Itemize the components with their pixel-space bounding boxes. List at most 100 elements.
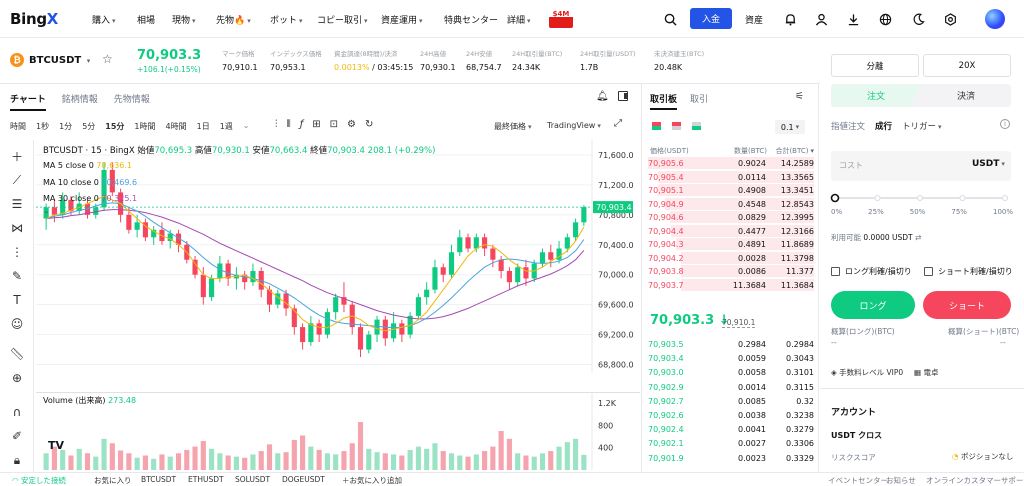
tab-futures-info[interactable]: 先物情報 <box>113 95 150 105</box>
add-favorite-button[interactable]: ＋お気に入り追加 <box>342 475 402 486</box>
bid-row[interactable]: 70,903.4 0.0059 0.3043 <box>648 352 814 365</box>
symbol-selector[interactable]: BTCUSDT ▾ <box>29 55 90 66</box>
event-center-link[interactable]: イベントセンター <box>828 476 888 485</box>
settings-hex-icon[interactable] <box>942 11 958 27</box>
settings-icon[interactable]: ⚙ <box>347 119 356 130</box>
timeframe-more-chevron-icon[interactable]: ⌄ <box>242 121 250 130</box>
fullscreen-icon[interactable]: ⤢ <box>614 118 622 129</box>
fav-pair-sol[interactable]: SOLUSDT <box>235 475 271 484</box>
nav-futures[interactable]: 先物🔥 ▾ <box>216 13 251 26</box>
nav-copy-trading[interactable]: コピー取引 ▾ <box>317 13 368 26</box>
nav-earn[interactable]: 資産運用 ▾ <box>381 13 423 26</box>
ask-row[interactable]: 70,905.1 0.4908 13.3451 <box>648 184 814 197</box>
candlestick-chart[interactable]: 71,600.0 71,200.0 70,800.0 70,400.0 70,000.0… <box>36 140 640 372</box>
timeframe-1w[interactable]: 1週 <box>219 122 233 131</box>
bid-row[interactable]: 70,903.5 0.2984 0.2984 <box>648 338 814 351</box>
margin-mode-button[interactable]: 分離 <box>831 54 919 77</box>
favorite-star-icon[interactable]: ☆ <box>102 52 113 66</box>
fav-pair-btc[interactable]: BTCUSDT <box>141 475 177 484</box>
nav-more[interactable]: 詳細 ▾ <box>507 13 531 26</box>
fee-level-link[interactable]: ◈ 手数料レベル VIP0 <box>831 367 903 378</box>
view-bids-icon[interactable] <box>672 122 681 130</box>
bell-icon[interactable] <box>782 11 798 27</box>
long-tpsl-checkbox[interactable]: ロング利確/損切り <box>831 266 912 277</box>
crosshair-icon[interactable]: ＋ <box>10 149 23 164</box>
nav-rewards[interactable]: 特典センター <box>444 13 498 26</box>
nav-markets[interactable]: 相場 <box>137 13 155 26</box>
ask-row[interactable]: 70,905.4 0.0114 13.3565 <box>648 171 814 184</box>
moon-icon[interactable] <box>910 11 926 27</box>
avatar[interactable] <box>985 9 1005 29</box>
reset-icon[interactable]: ↻ <box>364 119 374 130</box>
bid-row[interactable]: 70,901.9 0.0023 0.3329 <box>648 452 814 465</box>
tab-trades[interactable]: 取引 <box>690 95 709 105</box>
ask-row[interactable]: 70,904.4 0.4477 12.3166 <box>648 225 814 238</box>
bid-row[interactable]: 70,902.9 0.0014 0.3115 <box>648 381 814 394</box>
view-asks-icon[interactable] <box>692 122 701 130</box>
screenshot-icon[interactable]: ⊡ <box>329 119 339 130</box>
nav-bot[interactable]: ボット ▾ <box>270 13 303 26</box>
depth-select[interactable]: 0.1 ▾ <box>775 120 805 134</box>
currency-select[interactable]: USDT ▾ <box>972 159 1005 169</box>
transfer-icon[interactable]: ⇄ <box>915 233 922 242</box>
bid-row[interactable]: 70,903.0 0.0058 0.3101 <box>648 366 814 379</box>
lock-drawings-icon[interactable]: ✐ <box>11 429 23 443</box>
order-type-trigger[interactable]: トリガー ▾ <box>902 120 942 132</box>
bingx-logo[interactable]: BingX <box>10 10 58 28</box>
emoji-icon[interactable]: ☺ <box>10 317 24 331</box>
chart-view-select[interactable]: TradingView ▾ <box>547 121 601 130</box>
tab-symbol-info[interactable]: 銘柄情報 <box>61 95 98 105</box>
leverage-button[interactable]: 20X <box>923 54 1011 77</box>
cost-input[interactable]: コスト USDT ▾ <box>831 151 1011 181</box>
header-total[interactable]: 合計(BTC) ▾ <box>767 146 814 156</box>
fib-icon[interactable]: ⋮ <box>11 245 23 259</box>
tab-close-order[interactable]: 決済 <box>956 92 975 102</box>
timeframe-1s[interactable]: 1秒 <box>36 122 50 131</box>
order-type-market[interactable]: 成行 <box>875 122 893 132</box>
orderbook-settings-icon[interactable]: ⚟ <box>795 91 804 102</box>
search-icon[interactable] <box>662 11 678 27</box>
indicator-icon[interactable]: ⫶ <box>275 119 278 130</box>
ruler-icon[interactable]: 📏︎ <box>9 347 25 361</box>
timeframe-time[interactable]: 時間 <box>10 122 26 131</box>
fav-pair-eth[interactable]: ETHUSDT <box>188 475 224 484</box>
bid-row[interactable]: 70,902.6 0.0038 0.3238 <box>648 409 814 422</box>
favorites-link[interactable]: お気に入り <box>94 476 132 485</box>
zoom-in-icon[interactable]: ⊕ <box>11 371 23 385</box>
legend-collapse-icon[interactable]: ⌃ <box>43 210 50 219</box>
ask-row[interactable]: 70,903.7 11.3684 11.3684 <box>648 279 814 292</box>
text-tool-icon[interactable]: T <box>13 293 21 307</box>
indicators-fx-icon[interactable]: ƒ <box>299 119 304 130</box>
timeframe-1h[interactable]: 1時間 <box>134 122 156 131</box>
amount-slider[interactable] <box>829 192 1013 206</box>
ask-row[interactable]: 70,904.3 0.4891 11.8689 <box>648 238 814 251</box>
calculator-link[interactable]: ▦ 電卓 <box>914 367 938 378</box>
tab-orderbook[interactable]: 取引板 <box>650 92 678 110</box>
short-button[interactable]: ショート <box>923 291 1011 319</box>
bid-row[interactable]: 70,902.4 0.0041 0.3279 <box>648 423 814 436</box>
support-link[interactable]: オンラインカスタマーサポート <box>926 476 1024 485</box>
magnet-icon[interactable]: ∩ <box>12 405 22 419</box>
brush-icon[interactable]: ✎ <box>11 269 23 283</box>
promo-badge[interactable]: $4M <box>549 10 573 28</box>
tab-open-order[interactable]: 注文 <box>831 84 921 107</box>
deposit-button[interactable]: 入金 <box>690 8 732 29</box>
short-tpsl-checkbox[interactable]: ショート利確/損切り <box>924 266 1013 277</box>
fav-pair-doge[interactable]: DOGEUSDT <box>282 475 325 484</box>
timeframe-4h[interactable]: 4時間 <box>165 122 187 131</box>
layout-icon[interactable]: ⊞ <box>312 119 321 130</box>
chart-alert-bell-icon[interactable]: 🔔︎ <box>596 91 609 102</box>
view-both-icon[interactable] <box>652 122 661 130</box>
bid-row[interactable]: 70,902.1 0.0027 0.3306 <box>648 437 814 450</box>
assets-link[interactable]: 資産 <box>745 16 764 26</box>
pattern-icon[interactable]: ⋈ <box>11 221 23 235</box>
announcements-link[interactable]: お知らせ <box>886 476 916 485</box>
trendline-icon[interactable]: ⟋ <box>12 172 22 187</box>
ask-row[interactable]: 70,904.6 0.0829 12.3995 <box>648 211 814 224</box>
timeframe-1m[interactable]: 1分 <box>59 122 73 131</box>
nav-spot[interactable]: 現物 ▾ <box>172 13 196 26</box>
price-type-select[interactable]: 最終価格 ▾ <box>494 121 532 132</box>
info-icon[interactable]: i <box>1000 119 1010 129</box>
ask-row[interactable]: 70,903.8 0.0086 11.377 <box>648 265 814 278</box>
order-type-limit[interactable]: 指値注文 <box>831 122 866 132</box>
